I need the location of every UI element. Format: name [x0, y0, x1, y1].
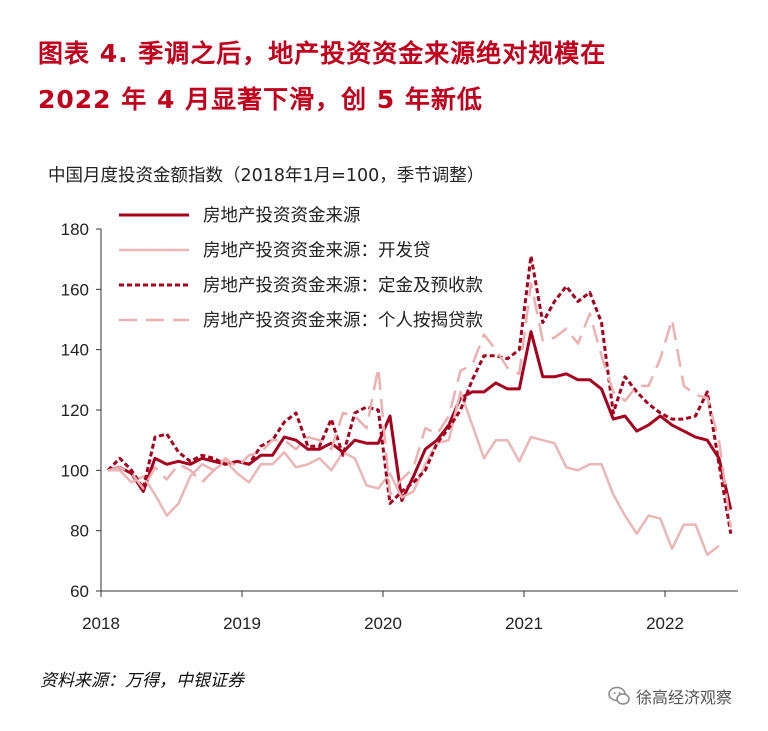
legend-label-1: 房地产投资资金来源: [203, 206, 361, 226]
chart-legend: 房地产投资资金来源房地产投资资金来源：开发贷房地产投资资金来源：定金及预收款房地…: [119, 206, 483, 331]
y-tick-label: 180: [61, 220, 89, 239]
series-line-4: [107, 282, 733, 528]
x-tick-label: 2018: [82, 614, 120, 633]
y-tick-label: 120: [61, 401, 89, 420]
series-line-2: [108, 390, 720, 557]
watermark: 徐高经济观察: [608, 684, 732, 708]
legend-label-2: 房地产投资资金来源：开发贷: [203, 241, 431, 261]
y-tick-label: 80: [70, 522, 89, 541]
series-layer: [106, 254, 733, 557]
legend-label-3: 房地产投资资金来源：定金及预收款: [203, 276, 483, 296]
y-tick-label: 60: [70, 582, 89, 601]
chart-subtitle: 中国月度投资金额指数（2018年1月=100，季节调整）: [48, 166, 485, 186]
chart-title-line2: 2022 年 4 月显著下滑，创 5 年新低: [38, 85, 483, 114]
wechat-icon: [608, 686, 630, 705]
y-tick-label: 140: [61, 341, 89, 360]
y-tick-label: 160: [61, 280, 89, 299]
watermark-text: 徐高经济观察: [636, 688, 733, 707]
y-tick-label: 100: [61, 461, 89, 480]
series-line-1: [107, 330, 733, 510]
legend-label-4: 房地产投资资金来源：个人按揭贷款: [203, 311, 483, 331]
series-line-3: [106, 254, 733, 534]
source-note: 资料来源：万得，中银证券: [40, 671, 244, 691]
x-tick-label: 2021: [505, 614, 543, 633]
x-tick-label: 2020: [364, 614, 402, 633]
chart-title-line1: 图表 4. 季调之后，地产投资资金来源绝对规模在: [38, 39, 607, 68]
chart-axes: 60 80 100 120 140 160 180 2018 2019 2020 2021 2022: [61, 220, 738, 633]
x-tick-label: 2019: [223, 614, 261, 633]
x-tick-label: 2022: [646, 614, 684, 633]
